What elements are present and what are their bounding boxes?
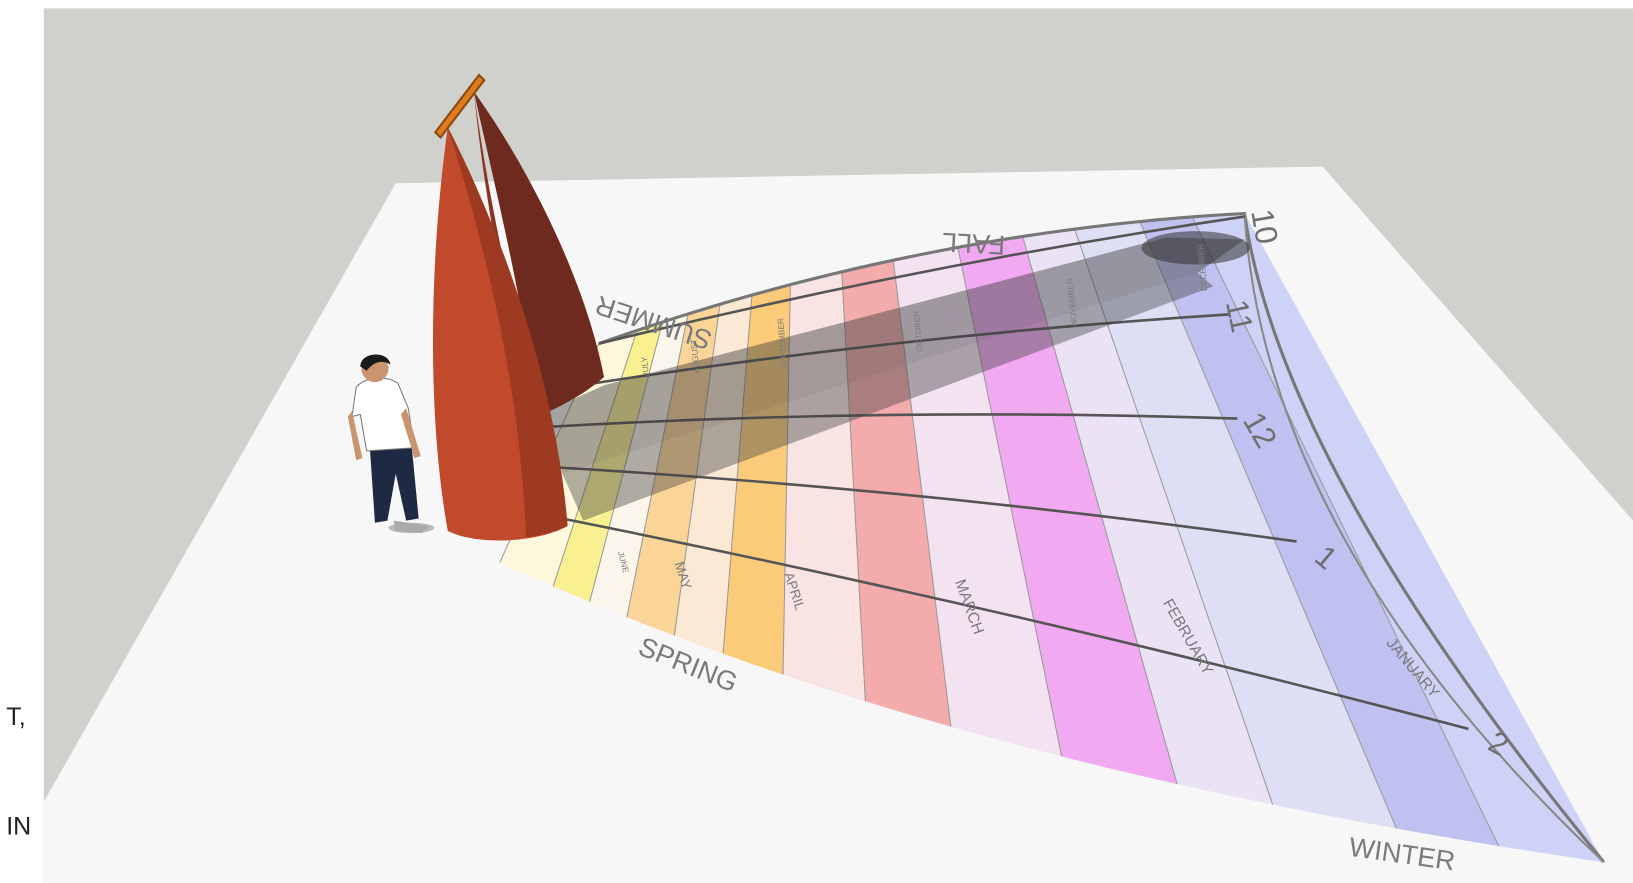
band-line	[1139, 221, 1397, 829]
hour-line	[541, 465, 1297, 543]
hour-line	[567, 313, 1229, 389]
dial-band	[1139, 216, 1499, 847]
dial-band	[957, 236, 1178, 785]
band-line	[589, 321, 663, 602]
person-legs	[369, 442, 419, 523]
band-line	[1191, 216, 1500, 847]
cone-back	[473, 91, 605, 417]
band-line	[841, 271, 866, 702]
band-line	[722, 295, 753, 654]
dial-band	[1022, 229, 1273, 805]
cone-front-shade	[447, 127, 568, 538]
sculpture	[432, 73, 605, 541]
dial-band	[723, 284, 791, 675]
band-line	[1074, 228, 1274, 805]
shadows	[546, 231, 1250, 521]
person-shoes	[393, 520, 430, 534]
dial	[500, 213, 1604, 862]
ring	[433, 73, 486, 140]
hour-line	[520, 508, 1469, 731]
hour-line	[598, 215, 1245, 345]
dial-band	[626, 304, 720, 636]
month-label: OCTOBER	[911, 310, 925, 352]
band-line	[552, 330, 638, 587]
dial-band	[1074, 221, 1397, 829]
dial-band	[553, 322, 663, 602]
shadow	[546, 237, 1245, 474]
season-label: FALL	[941, 227, 1006, 261]
hour-label: 10	[1244, 206, 1285, 246]
month-label: JULY	[639, 356, 651, 377]
month-label: SEPTEMBER	[775, 318, 789, 370]
band-line	[892, 260, 952, 727]
band-line	[626, 313, 689, 618]
shadow	[562, 272, 1214, 521]
shadow	[1141, 231, 1250, 265]
edge-text: T,	[6, 703, 25, 731]
month-label: AUGUST	[688, 338, 701, 373]
edge-text: IN	[6, 812, 31, 840]
month-label: DECEMBER	[1195, 244, 1209, 292]
month-label: NOVEMBER	[1065, 278, 1079, 326]
band-line	[673, 304, 721, 636]
band-line	[957, 247, 1063, 757]
person-hair	[360, 354, 391, 371]
dial-right-edge	[1243, 213, 1605, 863]
hour-line	[546, 413, 1238, 429]
dial-band	[589, 313, 688, 618]
dial-band	[1192, 213, 1604, 863]
dial-band	[674, 295, 752, 654]
person-shirt	[351, 377, 416, 452]
hour-label: 11	[1219, 297, 1260, 336]
person	[347, 354, 435, 534]
band-line	[782, 284, 791, 675]
